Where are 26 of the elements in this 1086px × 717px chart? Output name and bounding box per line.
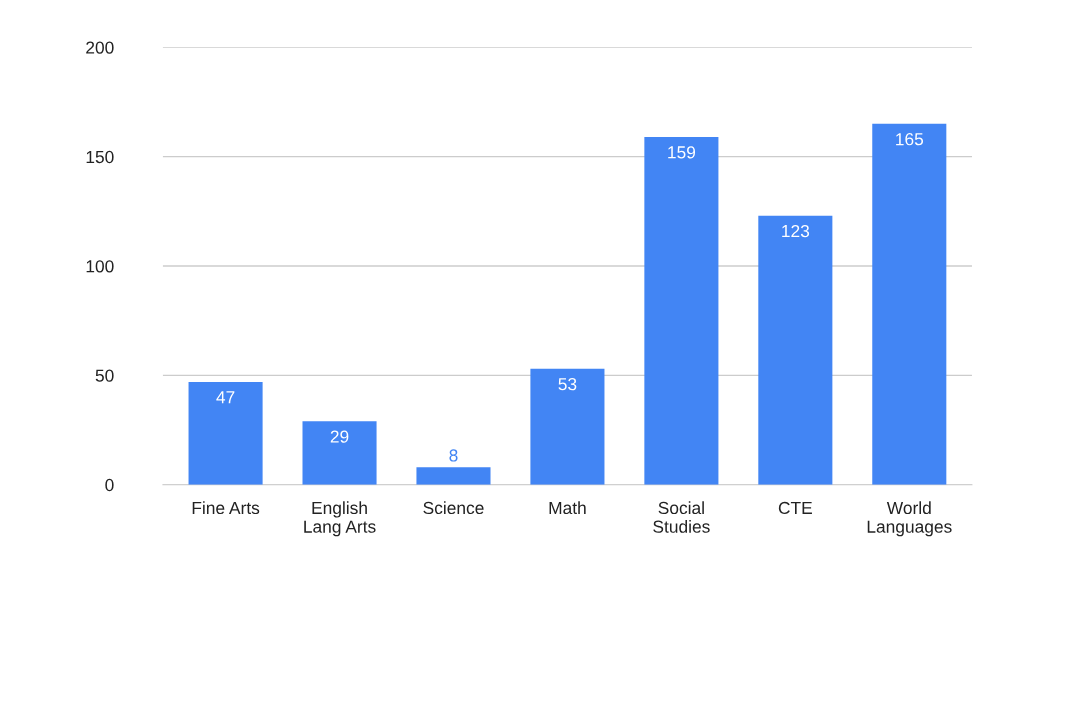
bar [530,368,605,485]
bar [758,215,833,485]
bar [188,381,263,485]
data-label: 47 [216,391,235,404]
bar [302,421,377,485]
x-tick-label: CTE [778,501,812,515]
y-tick-label: 100 [86,260,114,273]
x-tick-label: Fine Arts [192,501,260,515]
y-tick-label: 0 [105,478,114,492]
data-label: 165 [896,133,924,146]
bar [644,136,719,485]
data-label: 159 [668,146,696,159]
bar [872,123,947,485]
data-label: 53 [558,377,577,391]
y-tick-label: 50 [95,369,114,382]
data-label: 29 [330,430,349,443]
data-label: 123 [782,224,810,238]
x-tick-label: English Lang Arts [304,501,376,537]
y-tick-label: 200 [86,41,114,54]
y-tick-label: 150 [86,150,114,164]
x-tick-label: Social Studies [653,501,710,533]
x-tick-label: Math [549,501,586,515]
data-label: 8 [449,449,458,462]
bar [416,467,491,485]
x-tick-label: Science [423,501,484,515]
x-tick-label: World Languages [867,501,952,537]
